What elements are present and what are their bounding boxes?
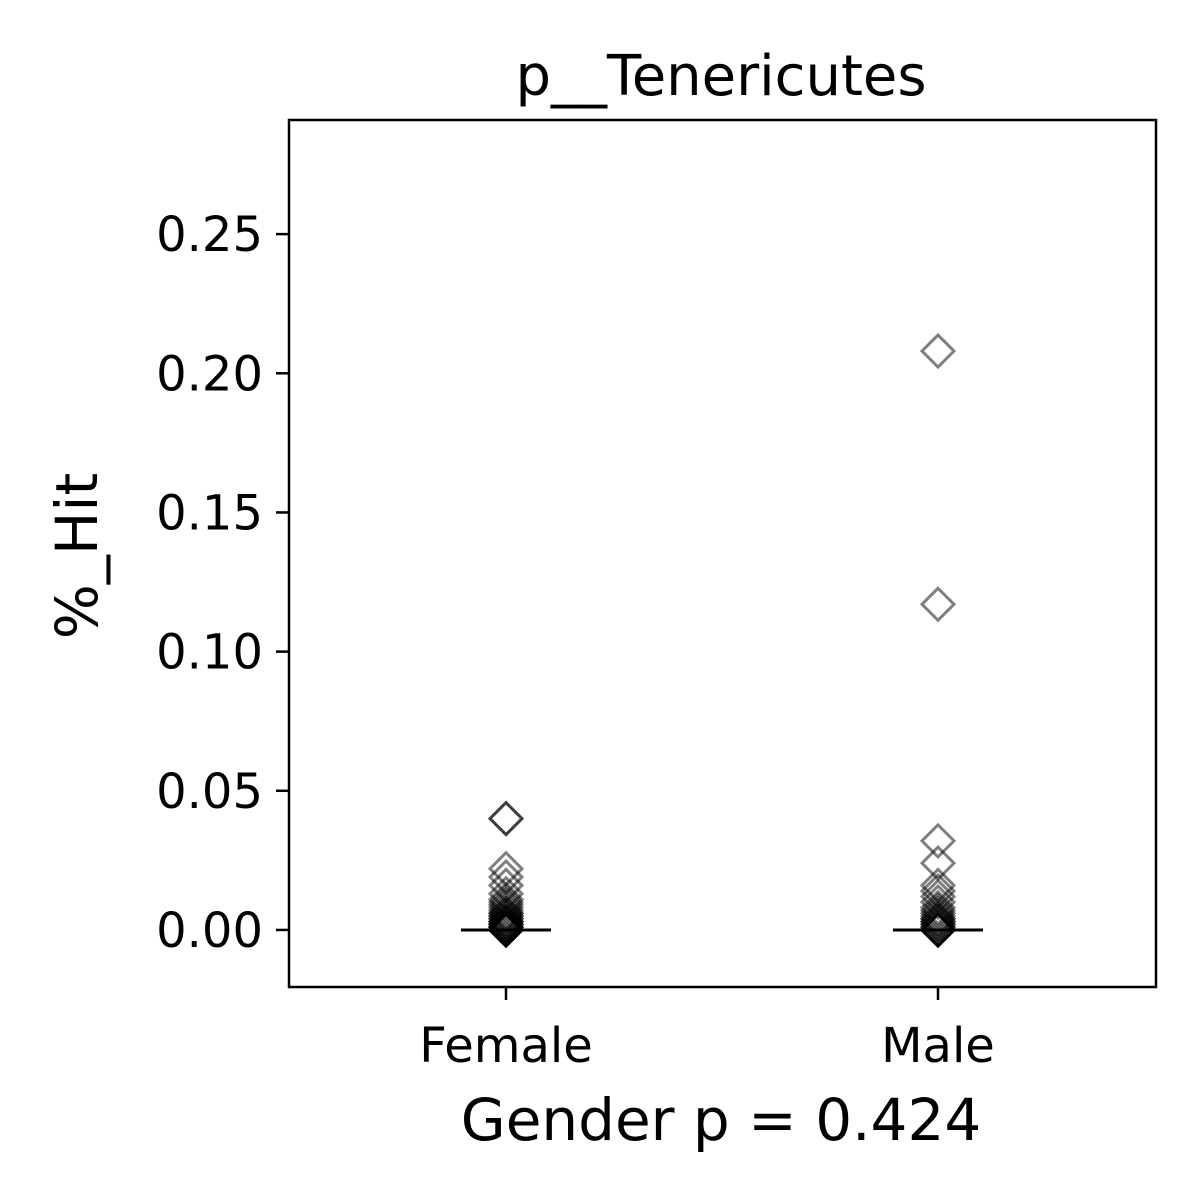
x-tick-label: Male	[881, 1018, 995, 1074]
y-tick-label: 0.15	[156, 485, 263, 541]
data-point	[487, 800, 525, 837]
y-tick-label: 0.05	[156, 764, 263, 820]
data-point	[919, 903, 957, 940]
data-point	[919, 883, 957, 921]
data-point	[487, 906, 525, 943]
x-tick-label: Female	[419, 1018, 593, 1074]
data-point	[919, 906, 957, 943]
data-point	[487, 889, 525, 926]
x-axis-label: Gender p = 0.424	[461, 1086, 982, 1154]
data-point	[919, 892, 957, 929]
data-point	[487, 886, 525, 924]
data-point	[487, 911, 525, 949]
data-point	[487, 892, 525, 929]
data-marks	[461, 332, 983, 949]
data-point	[487, 883, 525, 921]
data-point	[919, 332, 957, 370]
data-point	[487, 897, 525, 935]
data-point	[487, 900, 525, 937]
data-point	[487, 903, 525, 940]
data-point	[919, 586, 957, 623]
y-tick-label: 0.10	[156, 625, 263, 681]
data-point	[487, 800, 525, 837]
data-point	[919, 911, 957, 949]
data-point	[487, 909, 525, 946]
data-point	[919, 822, 957, 859]
y-tick-label: 0.20	[156, 346, 263, 402]
plot-area-frame	[287, 118, 1158, 989]
chart-title: p__Tenericutes	[515, 44, 926, 109]
y-tick-label: 0.25	[156, 207, 263, 263]
data-point	[919, 889, 957, 926]
y-tick-label: 0.00	[156, 903, 263, 959]
data-point	[919, 900, 957, 937]
y-axis-label: %_Hit	[43, 473, 111, 640]
y-axis: 0.00 0.05 0.10 0.15 0.20 0.25	[156, 207, 289, 959]
data-point	[919, 897, 957, 935]
x-axis: Female Male	[419, 987, 995, 1074]
data-point	[919, 909, 957, 946]
